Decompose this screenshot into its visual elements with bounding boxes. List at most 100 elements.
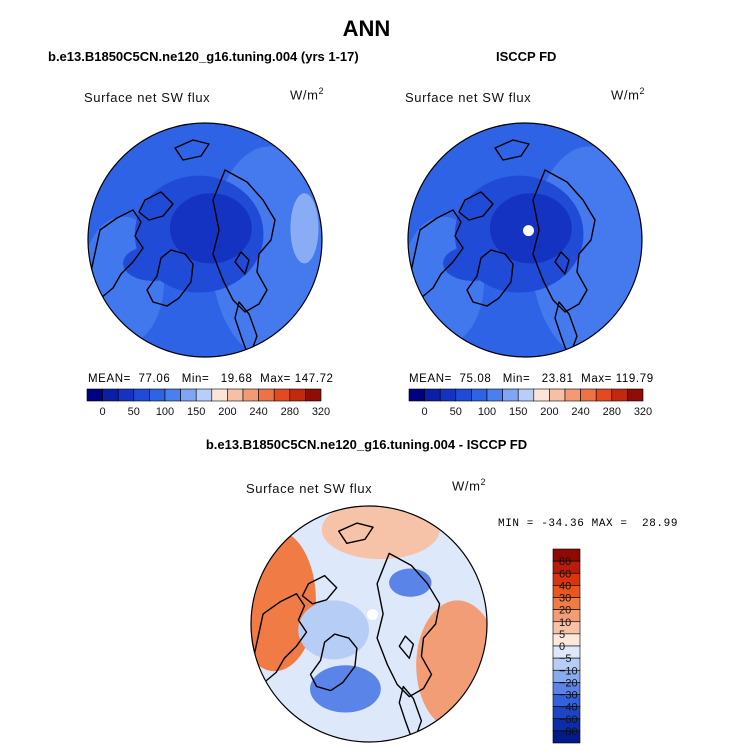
colorbar1-box	[86, 388, 103, 402]
colorbar1-box	[211, 388, 228, 402]
colorbar1-box	[258, 388, 275, 402]
chukotka-coast	[338, 522, 374, 544]
map2-field	[408, 123, 642, 357]
colorbar1-box	[133, 388, 150, 402]
scandinavia-coast	[398, 685, 423, 742]
colorbar1-tick-label: 200	[218, 406, 236, 418]
eurasia-coast	[376, 552, 441, 698]
colorbar3-tick-label: 80	[559, 556, 571, 568]
colorbar3-tick-label: 5	[559, 629, 565, 641]
colorbar2-tick-label: 150	[509, 406, 527, 418]
colorbar2-tick-label: 50	[450, 406, 462, 418]
panel1-units: W/m2	[290, 86, 325, 103]
panel1-variable: Surface net SW flux	[84, 90, 211, 105]
field-region	[321, 506, 440, 560]
chukotka-coast	[174, 139, 210, 161]
colorbar3-tick-label: 0	[559, 641, 565, 653]
panel1-stats: MEAN= 77.06 Min= 19.68 Max= 147.72	[88, 373, 334, 385]
colorbar1-box	[289, 388, 306, 402]
colorbar1-tick-label: 280	[281, 406, 299, 418]
colorbar1-tick-label: 320	[312, 406, 330, 418]
chukotka-coast	[494, 139, 530, 161]
greenland-coast	[309, 633, 358, 692]
colorbar1-box	[149, 388, 166, 402]
eurasia-coast	[212, 169, 276, 313]
field-region	[310, 665, 381, 713]
pole-hole	[523, 225, 535, 237]
eurasia-coast	[532, 169, 596, 313]
colorbar2-tick-label: 320	[634, 406, 652, 418]
colorbar2-tick-label: 100	[478, 406, 496, 418]
colorbar2-box	[564, 388, 581, 402]
colorbar1-box	[117, 388, 135, 402]
colorbar1-box	[273, 388, 291, 402]
colorbar3-box	[552, 633, 581, 647]
colorbar2-tick-label: 240	[571, 406, 589, 418]
colorbar1-tick-label: 0	[100, 406, 106, 418]
colorbar1-box	[195, 388, 213, 402]
colorbar1-tick-label: 150	[187, 406, 205, 418]
colorbar2-box	[408, 388, 425, 402]
colorbar1-box	[102, 388, 119, 402]
colorbar3-tick-label: 40	[559, 580, 571, 592]
colorbar3-tick-label: −10	[559, 665, 578, 677]
arctic-archipelago-coast	[138, 191, 174, 221]
panel2-title: ISCCP FD	[496, 49, 557, 64]
colorbar2-box	[439, 388, 457, 402]
colorbar3-tick-label: −30	[559, 690, 578, 702]
field-region	[169, 193, 252, 264]
field-region	[298, 600, 369, 660]
colorbar2-box	[595, 388, 613, 402]
map3-boundary	[250, 505, 488, 743]
colorbar3-tick-label: −5	[559, 653, 572, 665]
arctic-archipelago-coast	[458, 191, 494, 221]
greenland-coast	[146, 249, 194, 307]
colorbar1-box	[242, 388, 259, 402]
colorbar3-tick-label: −40	[559, 702, 578, 714]
colorbar3-box	[552, 730, 581, 744]
colorbar1-box	[305, 388, 322, 402]
scandinavia-coast	[234, 301, 258, 357]
panel2-variable: Surface net SW flux	[405, 90, 532, 105]
panel2-units: W/m2	[611, 86, 646, 103]
colorbar2-box	[549, 388, 566, 402]
panel3-variable: Surface net SW flux	[246, 481, 373, 496]
colorbar2-tick-label: 200	[540, 406, 558, 418]
colorbar1-tick-label: 240	[249, 406, 267, 418]
colorbar1-box	[164, 388, 181, 402]
colorbar3-tick-label: −20	[559, 677, 578, 689]
colorbar1-box	[227, 388, 244, 402]
panel3-title: b.e13.B1850C5CN.ne120_g16.tuning.004 - I…	[205, 437, 528, 452]
colorbar2-box	[486, 388, 503, 402]
colorbar3-tick-label: −80	[559, 726, 578, 738]
arctic-archipelago-coast	[301, 574, 338, 605]
colorbar3-tick-label: 20	[559, 605, 571, 617]
colorbar2-box	[471, 388, 488, 402]
colorbar2-tick-label: 0	[422, 406, 428, 418]
colorbar1-tick-label: 50	[128, 406, 140, 418]
colorbar2-box	[424, 388, 441, 402]
colorbar2-box	[580, 388, 597, 402]
novaya-zemlya-coast	[398, 635, 415, 659]
page-title: ANN	[342, 16, 391, 41]
colorbar2-box	[455, 388, 472, 402]
colorbar2-box	[611, 388, 628, 402]
panel3-units: W/m2	[452, 477, 487, 494]
panel2-stats: MEAN= 75.08 Min= 23.81 Max= 119.79	[409, 373, 654, 385]
greenland-coast	[466, 249, 514, 307]
pole-hole	[367, 609, 379, 621]
novaya-zemlya-coast	[234, 251, 250, 275]
map1-boundary	[87, 122, 323, 358]
colorbar3-tick-label: −60	[559, 714, 578, 726]
colorbar2-box	[502, 388, 519, 402]
colorbar3-tick-label: 10	[559, 617, 571, 629]
colorbar2-box	[533, 388, 550, 402]
colorbar3-tick-label: 30	[559, 593, 571, 605]
colorbar2-box	[627, 388, 644, 402]
colorbar3-tick-label: 60	[559, 568, 571, 580]
